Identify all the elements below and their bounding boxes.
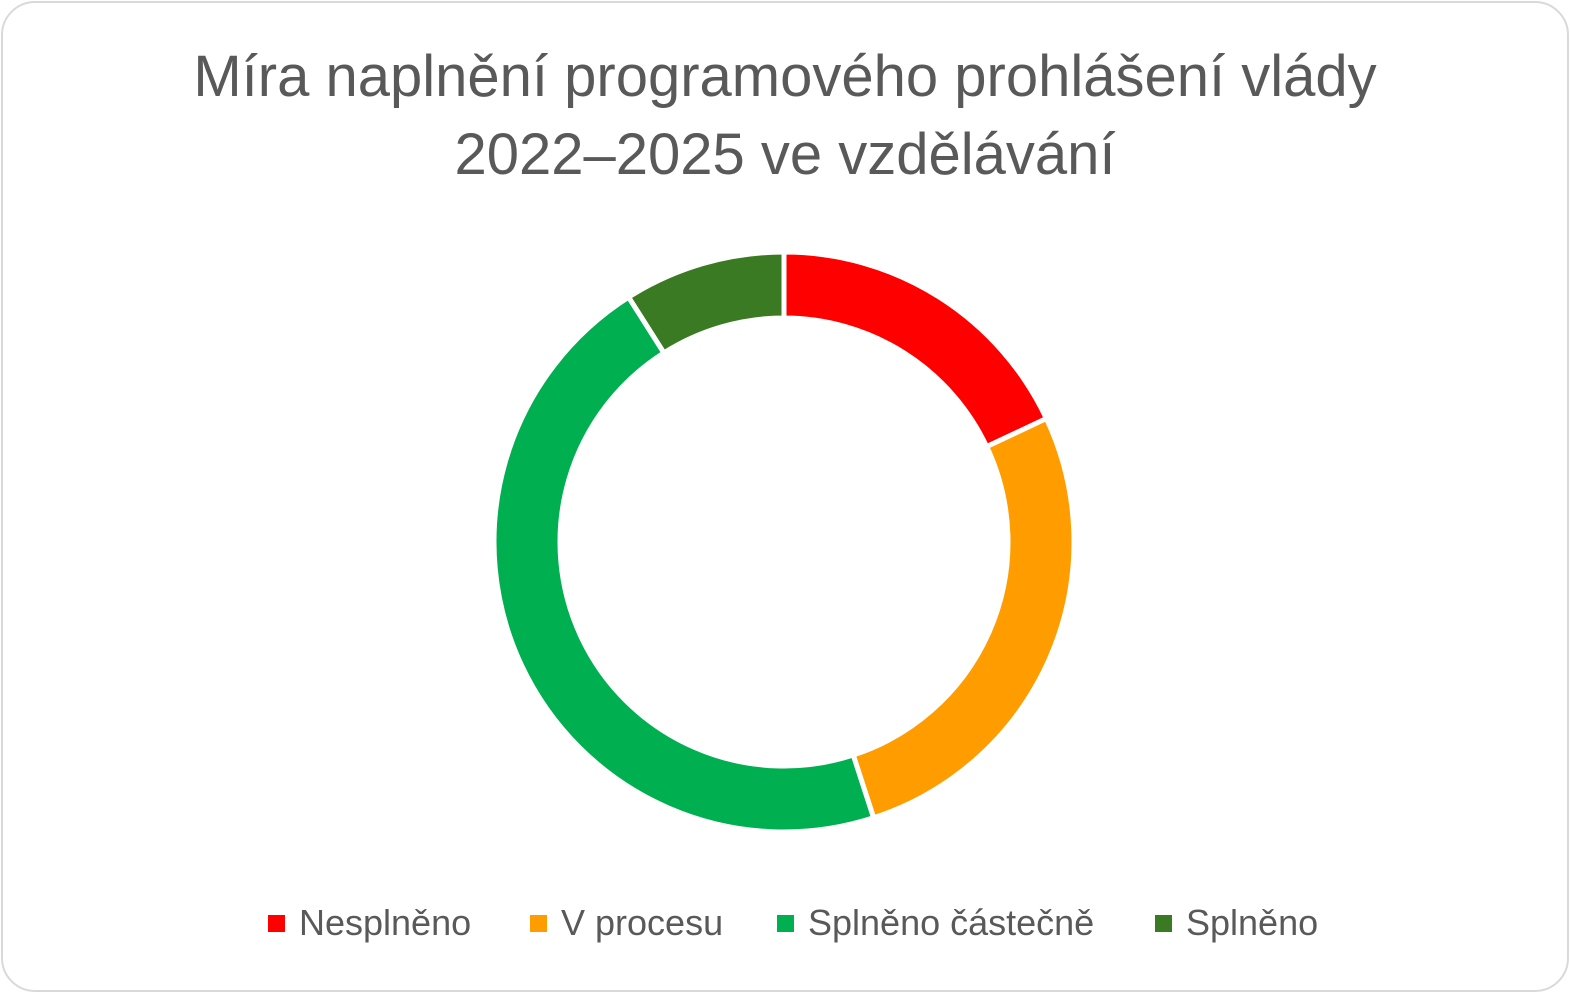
legend-label-splneno: Splněno [1186, 902, 1319, 943]
doughnut-slice-splneno [625, 249, 787, 357]
legend-swatch-v-procesu [530, 914, 547, 932]
chart-title-line-2: 2022–2025 ve vzdělávání [454, 122, 1116, 187]
doughnut-slice-v-procesu [850, 415, 1077, 821]
chart-title: Míra naplnění programového prohlášení vl… [0, 38, 1570, 194]
legend-item-splneno: Splněno [1155, 898, 1318, 948]
legend-item-nesplneno: Nesplněno [268, 898, 471, 948]
doughnut-slice-splneno-castecne [491, 293, 877, 835]
doughnut-slice-nesplneno [781, 249, 1050, 450]
chart-title-line-1: Míra naplnění programového prohlášení vl… [193, 44, 1377, 109]
legend-item-v-procesu: V procesu [530, 898, 723, 948]
legend-label-nesplneno: Nesplněno [299, 902, 472, 943]
legend-label-v-procesu: V procesu [561, 902, 724, 943]
legend-label-splneno-castecne: Splněno částečně [808, 902, 1095, 943]
legend-swatch-splneno-castecne [777, 914, 794, 932]
legend: Nesplněno V procesu Splněno částečně Spl… [0, 898, 1570, 948]
legend-item-splneno-castecne: Splněno částečně [777, 898, 1094, 948]
legend-swatch-nesplneno [268, 914, 285, 932]
doughnut-slices [491, 249, 1077, 835]
legend-swatch-splneno [1155, 914, 1172, 932]
